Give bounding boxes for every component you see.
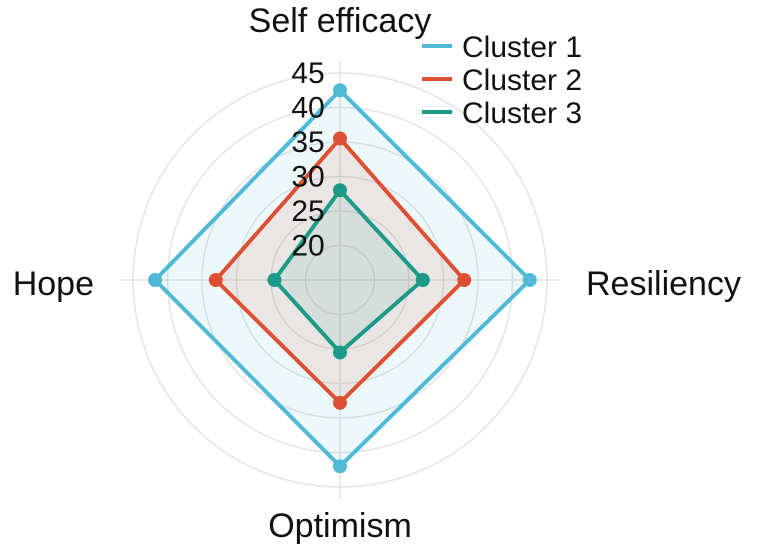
radar-grid [121,61,559,499]
data-point-cluster-2 [208,273,223,287]
axis-label-hope: Hope [13,265,94,303]
radial-tick-label: 25 [291,195,324,228]
radial-tick-label: 35 [291,126,324,159]
data-point-cluster-3 [333,345,347,360]
radial-tick-label: 45 [291,57,324,90]
data-point-cluster-1 [522,273,537,287]
radial-tick-label: 30 [291,161,324,194]
data-point-cluster-3 [415,273,430,287]
data-point-cluster-2 [333,131,347,146]
axis-label-self-efficacy: Self efficacy [249,2,432,40]
data-point-cluster-1 [148,273,163,287]
legend: Cluster 1 Cluster 2 Cluster 3 [422,31,582,130]
legend-label-cluster-3: Cluster 3 [462,97,582,130]
radar-series [148,83,537,474]
data-point-cluster-3 [267,273,282,287]
radial-tick-label: 20 [291,230,324,263]
axis-label-optimism: Optimism [268,507,412,545]
legend-label-cluster-1: Cluster 1 [462,31,582,64]
radial-tick-label: 40 [291,92,324,125]
axis-label-resiliency: Resiliency [586,265,741,303]
data-point-cluster-1 [333,83,347,98]
data-point-cluster-2 [333,395,347,410]
data-point-cluster-1 [333,459,347,474]
data-point-cluster-3 [333,183,347,198]
data-point-cluster-2 [457,273,472,287]
legend-label-cluster-2: Cluster 2 [462,64,582,97]
